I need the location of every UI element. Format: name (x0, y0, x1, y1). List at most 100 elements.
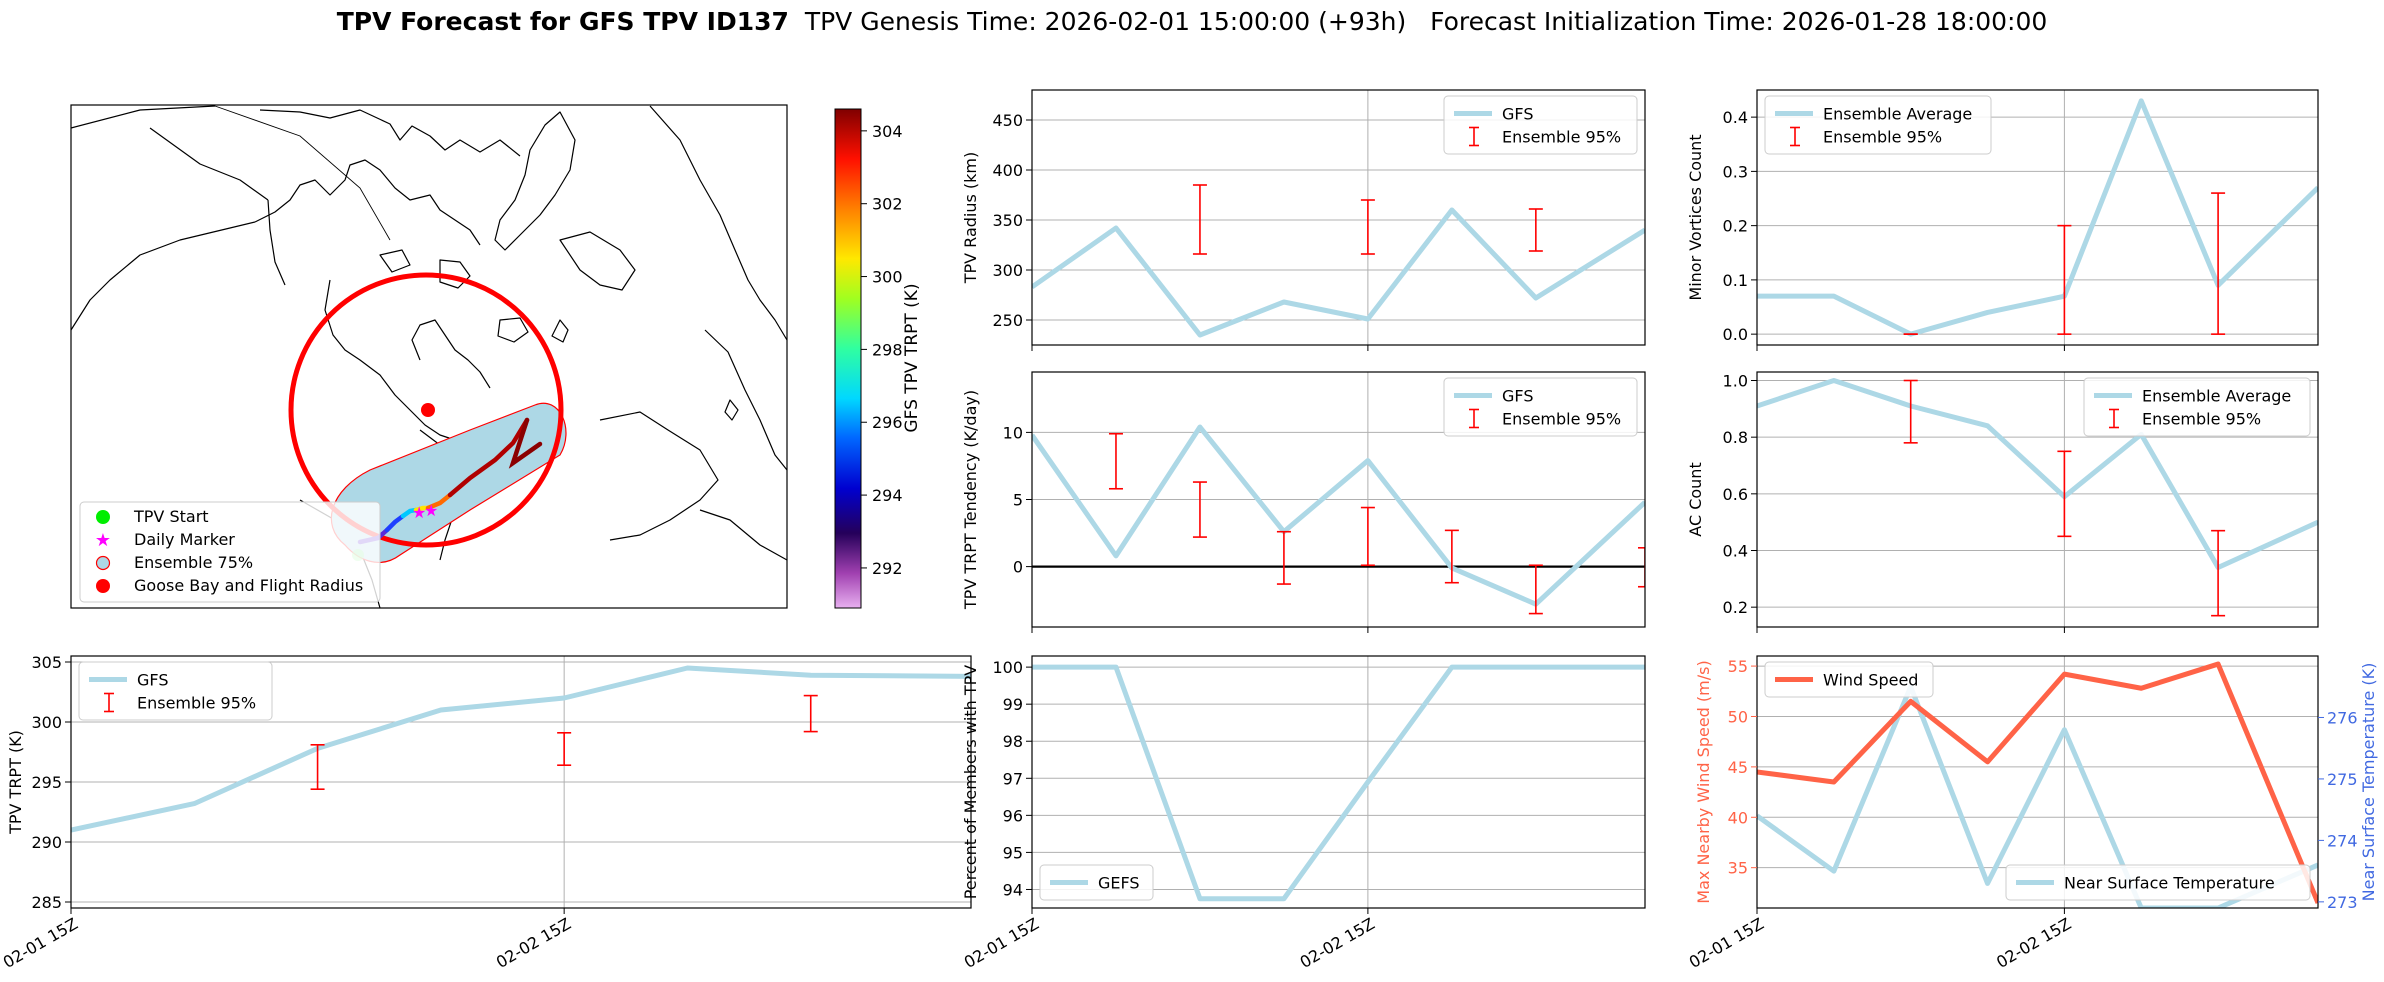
legend-tpv-start-icon (96, 510, 110, 524)
y-tick-label: 97 (1003, 769, 1023, 788)
plot-area (71, 665, 971, 833)
plot-area (1757, 661, 2318, 908)
map-legend-ensemble-75: Ensemble 75% (134, 553, 253, 572)
legend-star-icon: ★ (95, 530, 111, 551)
colorbar-tick-label: 300 (872, 268, 903, 287)
error-bar (1192, 184, 1207, 255)
y-tick-label: 96 (1003, 806, 1023, 825)
colorbar-tick-label: 294 (872, 486, 903, 505)
error-bar (2211, 529, 2226, 617)
axes-frame (1031, 655, 1646, 909)
legend-box (1764, 661, 1934, 698)
legend: Wind Speed (1764, 661, 1934, 698)
y-axis-label: Max Nearby Wind Speed (m/s) (1694, 660, 1713, 903)
y-tick-label: 295 (31, 773, 62, 792)
y-tick-label: 0.1 (1723, 271, 1748, 290)
y-tick-label: 40 (1728, 808, 1748, 827)
legend-box (1443, 377, 1638, 437)
chart-members: 94 95 96 97 98 99 100 02-01 15Z 02-02 15Z Percent… (961, 655, 1646, 972)
axes-frame (1756, 89, 2319, 346)
y-tick-label: 55 (1728, 657, 1748, 676)
y-tick-label: 95 (1003, 843, 1023, 862)
colorbar-tick-label: 292 (872, 559, 903, 578)
legend-box (1764, 95, 1992, 155)
chart-wind: 35 40 45 50 55 02-01 15Z 02-02 15Z Max Nearby W… (1686, 655, 2378, 972)
error-bar (803, 694, 818, 733)
y-tick-label: 250 (992, 311, 1023, 330)
legend-label: Ensemble 95% (2142, 410, 2261, 429)
axes-frame (1031, 89, 1646, 346)
y-tick-label: 0.2 (1723, 598, 1748, 617)
series-line (1757, 661, 2318, 904)
y-tick-label: 45 (1728, 758, 1748, 777)
legend-label: Wind Speed (1823, 671, 1918, 690)
error-bar (1903, 379, 1918, 444)
y-tick-label: 0.6 (1723, 485, 1748, 504)
error-bar (1444, 529, 1459, 584)
legend-box (78, 661, 273, 721)
figure-title: TPV Forecast for GFS TPV ID137 TPV Genes… (337, 7, 2048, 36)
error-bar (1276, 530, 1291, 585)
x-tick-label: 02-02 15Z (1297, 914, 1378, 972)
y2-axis-label: Near Surface Temperature (K) (2359, 663, 2378, 902)
legend-errorbar-icon (2109, 408, 2119, 429)
colorbar-label: GFS TPV TRPT (K) (902, 283, 922, 432)
chart-minor: 0.0 0.1 0.2 0.3 0.4 Minor Vortices Count Ensem… (1686, 89, 2319, 351)
legend-ensemble-icon (95, 555, 111, 571)
error-bar (1108, 432, 1123, 490)
y-tick-label: 450 (992, 111, 1023, 130)
chart-trpt: 285 290 295 300 305 02-01 15Z 02-02 15Z TPV TRP… (0, 653, 972, 972)
map-legend: TPV Start ★ Daily Marker Ensemble 75% Go… (79, 501, 381, 603)
x-tick-label: 02-02 15Z (1993, 914, 2074, 972)
map-legend-box (79, 501, 381, 603)
legend-label: Ensemble 95% (137, 694, 256, 713)
series-line-temperature (1757, 684, 2318, 908)
chart-tendency: 0 5 10 TPV TRPT Tendency (K/day) GFS Ensemble… (961, 371, 1646, 633)
y-tick-label: 35 (1728, 859, 1748, 878)
error-bar (1528, 208, 1543, 252)
y2-tick-label: 276 (2327, 708, 2358, 727)
series-line (1032, 664, 1645, 902)
map-panel: ★ ★ TPV Start ★ Daily Marker Ensemble 75… (70, 104, 788, 609)
chart-radius: 250 300 350 400 450 TPV Radius (km) GFS Ensembl… (961, 89, 1646, 351)
legend-label: GEFS (1098, 874, 1140, 893)
y2-tick-label: 273 (2327, 893, 2358, 912)
y-tick-label: 0.4 (1723, 108, 1748, 127)
y-tick-label: 100 (992, 658, 1023, 677)
plot-area (1757, 98, 2318, 337)
legend-errorbar-icon (1790, 126, 1800, 147)
colorbar-tick-label: 296 (872, 413, 903, 432)
legend-label: Ensemble 95% (1823, 128, 1942, 147)
series-line (71, 665, 971, 833)
goose-bay-marker (421, 403, 435, 417)
series-line (1032, 207, 1645, 338)
map-legend-daily-marker: Daily Marker (134, 530, 235, 549)
error-bar (1638, 547, 1645, 588)
y2-tick-label: 274 (2327, 831, 2358, 850)
y-tick-label: 5 (1013, 491, 1023, 510)
y-tick-label: 400 (992, 161, 1023, 180)
y-tick-label: 0.0 (1723, 325, 1748, 344)
map-legend-goose-bay: Goose Bay and Flight Radius (134, 576, 363, 595)
y-axis-label: TPV Radius (km) (961, 152, 980, 285)
flight-radius-circle (288, 272, 564, 548)
colorbar-bar (834, 108, 862, 609)
error-bar (1360, 506, 1375, 567)
y-tick-label: 0.4 (1723, 542, 1748, 561)
legend: GFS Ensemble 95% (78, 661, 273, 721)
y-axis-label: TPV TRPT Tendency (K/day) (961, 390, 980, 610)
x-tick-label: 02-02 15Z (493, 914, 574, 972)
plot-area (1032, 664, 1645, 902)
legend-box (2005, 864, 2311, 901)
legend-errorbar-icon (104, 692, 114, 713)
daily-marker-1: ★ (412, 503, 426, 522)
y-tick-label: 50 (1728, 707, 1748, 726)
y-tick-label: 1.0 (1723, 372, 1748, 391)
legend-box (2083, 377, 2311, 437)
colorbar-tick-label: 298 (872, 340, 903, 359)
legend: GFS Ensemble 95% (1443, 377, 1638, 437)
legend-label: Near Surface Temperature (2064, 874, 2275, 893)
legend-box (1443, 95, 1638, 155)
legend-label: Ensemble 95% (1502, 410, 1621, 429)
error-bar (2057, 224, 2072, 335)
